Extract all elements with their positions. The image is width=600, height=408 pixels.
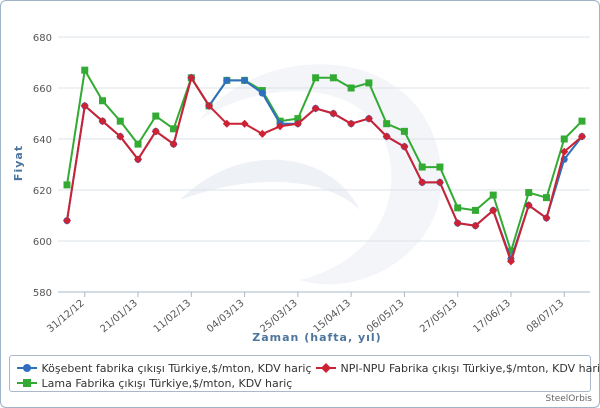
data-point	[489, 191, 497, 199]
data-point	[329, 109, 338, 118]
data-point	[170, 125, 178, 133]
data-point	[507, 247, 515, 255]
data-point	[524, 201, 533, 210]
data-point	[152, 112, 160, 120]
data-point	[560, 147, 569, 156]
data-point	[134, 140, 142, 148]
data-point	[81, 66, 89, 74]
data-point	[382, 132, 391, 141]
data-point	[258, 89, 266, 97]
data-point	[347, 119, 356, 128]
data-point	[400, 127, 408, 135]
y-axis-title: Fiyat	[12, 145, 25, 181]
legend-label: NPI-NPU Fabrika çıkışı Türkiye,$/mton, K…	[340, 362, 600, 375]
y-tick-label: 580	[33, 288, 52, 299]
watermark-swirl	[180, 159, 360, 210]
data-point	[471, 221, 480, 230]
data-point	[418, 178, 427, 187]
legend-label: Köşebent fabrika çıkışı Türkiye,$/mton, …	[41, 362, 312, 375]
legend-line-circle-icon	[17, 364, 37, 372]
x-tick-label: 21/01/13	[98, 298, 139, 335]
y-axis-ticks: 580 600 620 640 660 680	[33, 33, 52, 299]
data-point	[506, 257, 515, 266]
y-tick-label: 640	[33, 135, 52, 146]
legend: Köşebent fabrika çıkışı Türkiye,$/mton, …	[9, 355, 600, 392]
watermark-swirl	[200, 64, 442, 285]
x-axis-title: Zaman (hafta, yıl)	[252, 331, 381, 344]
legend-line-diamond-icon	[316, 363, 336, 373]
data-point	[347, 84, 355, 92]
data-point	[116, 117, 124, 125]
data-point	[578, 117, 586, 125]
data-point	[489, 206, 498, 215]
grid-lines	[58, 36, 590, 293]
data-point	[578, 132, 586, 141]
y-tick-label: 680	[33, 33, 52, 44]
data-point	[258, 129, 267, 138]
credit-text: SteelOrbis	[545, 394, 592, 404]
x-tick-label: 08/07/13	[525, 298, 566, 335]
data-point	[169, 140, 178, 149]
x-tick-label: 31/12/12	[45, 298, 86, 335]
x-axis-ticks: 31/12/12 21/01/13 11/02/13 04/03/13 25/03/13…	[45, 292, 566, 335]
data-point	[400, 142, 409, 151]
data-point	[293, 119, 302, 128]
legend-line-square-icon	[17, 379, 37, 387]
x-tick-label: 06/05/13	[365, 298, 406, 335]
data-point	[365, 79, 373, 87]
y-tick-label: 620	[33, 186, 52, 197]
data-point	[134, 155, 143, 164]
data-point	[223, 76, 231, 84]
x-tick-label: 04/03/13	[205, 298, 246, 335]
data-point	[560, 135, 568, 143]
x-tick-label: 25/03/13	[258, 298, 299, 335]
data-point	[205, 101, 214, 110]
y-tick-label: 660	[33, 84, 52, 95]
data-point	[63, 181, 71, 189]
data-point	[241, 76, 249, 84]
data-point	[435, 178, 444, 187]
data-point	[240, 119, 249, 128]
data-point	[383, 120, 391, 128]
x-tick-label: 17/06/13	[471, 298, 512, 335]
data-point	[542, 194, 550, 202]
legend-item-kosebent[interactable]: Köşebent fabrika çıkışı Türkiye,$/mton, …	[16, 360, 312, 375]
legend-item-lama[interactable]: Lama Fabrika çıkışı Türkiye,$/mton, KDV …	[16, 375, 292, 390]
data-point	[294, 115, 302, 123]
data-point	[525, 189, 533, 197]
data-point	[542, 214, 551, 223]
data-point	[329, 74, 337, 82]
data-point	[80, 101, 89, 110]
data-point	[454, 204, 462, 212]
legend-item-npi-npu[interactable]: NPI-NPU Fabrika çıkışı Türkiye,$/mton, K…	[315, 360, 600, 375]
series-line	[66, 76, 583, 263]
series-line	[66, 69, 583, 253]
legend-label: Lama Fabrika çıkışı Türkiye,$/mton, KDV …	[41, 377, 293, 390]
data-point	[63, 216, 71, 225]
data-point	[453, 219, 462, 228]
data-point	[418, 163, 426, 171]
data-point	[471, 206, 479, 214]
data-point	[99, 97, 107, 105]
data-point	[436, 163, 444, 171]
x-tick-label: 27/05/13	[418, 298, 459, 335]
data-point	[276, 122, 285, 131]
x-tick-label: 11/02/13	[152, 298, 193, 335]
data-point	[364, 114, 373, 123]
series-group	[63, 66, 586, 266]
x-tick-label: 15/04/13	[312, 298, 353, 335]
data-point	[151, 127, 160, 136]
data-point	[116, 132, 125, 141]
y-tick-label: 600	[33, 237, 52, 248]
data-point	[222, 119, 231, 128]
data-point	[187, 73, 196, 82]
data-point	[98, 117, 107, 126]
watermark-logo	[180, 64, 442, 285]
data-point	[311, 104, 320, 113]
data-point	[312, 74, 320, 82]
